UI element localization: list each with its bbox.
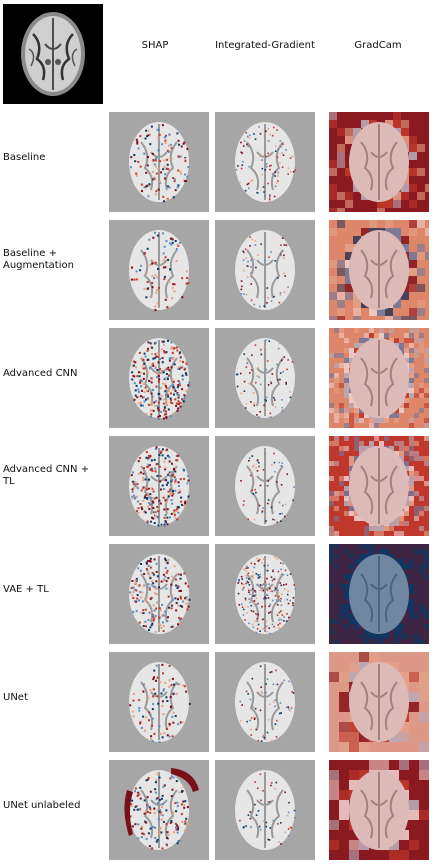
unet-unlabeled-shap-heatmap <box>109 760 209 860</box>
row-label-unet: UNet <box>3 692 28 703</box>
column-header-integrated-gradient: Integrated-Gradient <box>215 40 315 51</box>
unet-unlabeled-gradcam-heatmap <box>329 760 429 860</box>
baseline-augmentation-shap-heatmap <box>109 220 209 320</box>
row-label-baseline-augmentation: Baseline + Augmentation <box>3 248 74 271</box>
row-label-vae-tl: VAE + TL <box>3 584 49 595</box>
baseline-augmentation-integrated-gradient-heatmap <box>215 220 315 320</box>
row-label-advanced-cnn-tl: Advanced CNN + TL <box>3 464 90 487</box>
row-label-unet-unlabeled: UNet unlabeled <box>3 800 81 811</box>
baseline-augmentation-gradcam-heatmap <box>329 220 429 320</box>
advanced-cnn-gradcam-heatmap <box>329 328 429 428</box>
advanced-cnn-tl-integrated-gradient-heatmap <box>215 436 315 536</box>
column-header-shap: SHAP <box>141 40 169 51</box>
baseline-gradcam-heatmap <box>329 112 429 212</box>
vae-tl-integrated-gradient-heatmap <box>215 544 315 644</box>
row-label-advanced-cnn: Advanced CNN <box>3 368 78 379</box>
unet-shap-heatmap <box>109 652 209 752</box>
advanced-cnn-tl-gradcam-heatmap <box>329 436 429 536</box>
baseline-integrated-gradient-heatmap <box>215 112 315 212</box>
baseline-shap-heatmap <box>109 112 209 212</box>
advanced-cnn-shap-heatmap <box>109 328 209 428</box>
unet-unlabeled-integrated-gradient-heatmap <box>215 760 315 860</box>
advanced-cnn-integrated-gradient-heatmap <box>215 328 315 428</box>
unet-integrated-gradient-heatmap <box>215 652 315 752</box>
column-header-gradcam: GradCam <box>354 40 402 51</box>
unet-gradcam-heatmap <box>329 652 429 752</box>
vae-tl-gradcam-heatmap <box>329 544 429 644</box>
row-label-baseline: Baseline <box>3 152 46 163</box>
advanced-cnn-tl-shap-heatmap <box>109 436 209 536</box>
vae-tl-shap-heatmap <box>109 544 209 644</box>
original-mri-image <box>3 4 103 104</box>
